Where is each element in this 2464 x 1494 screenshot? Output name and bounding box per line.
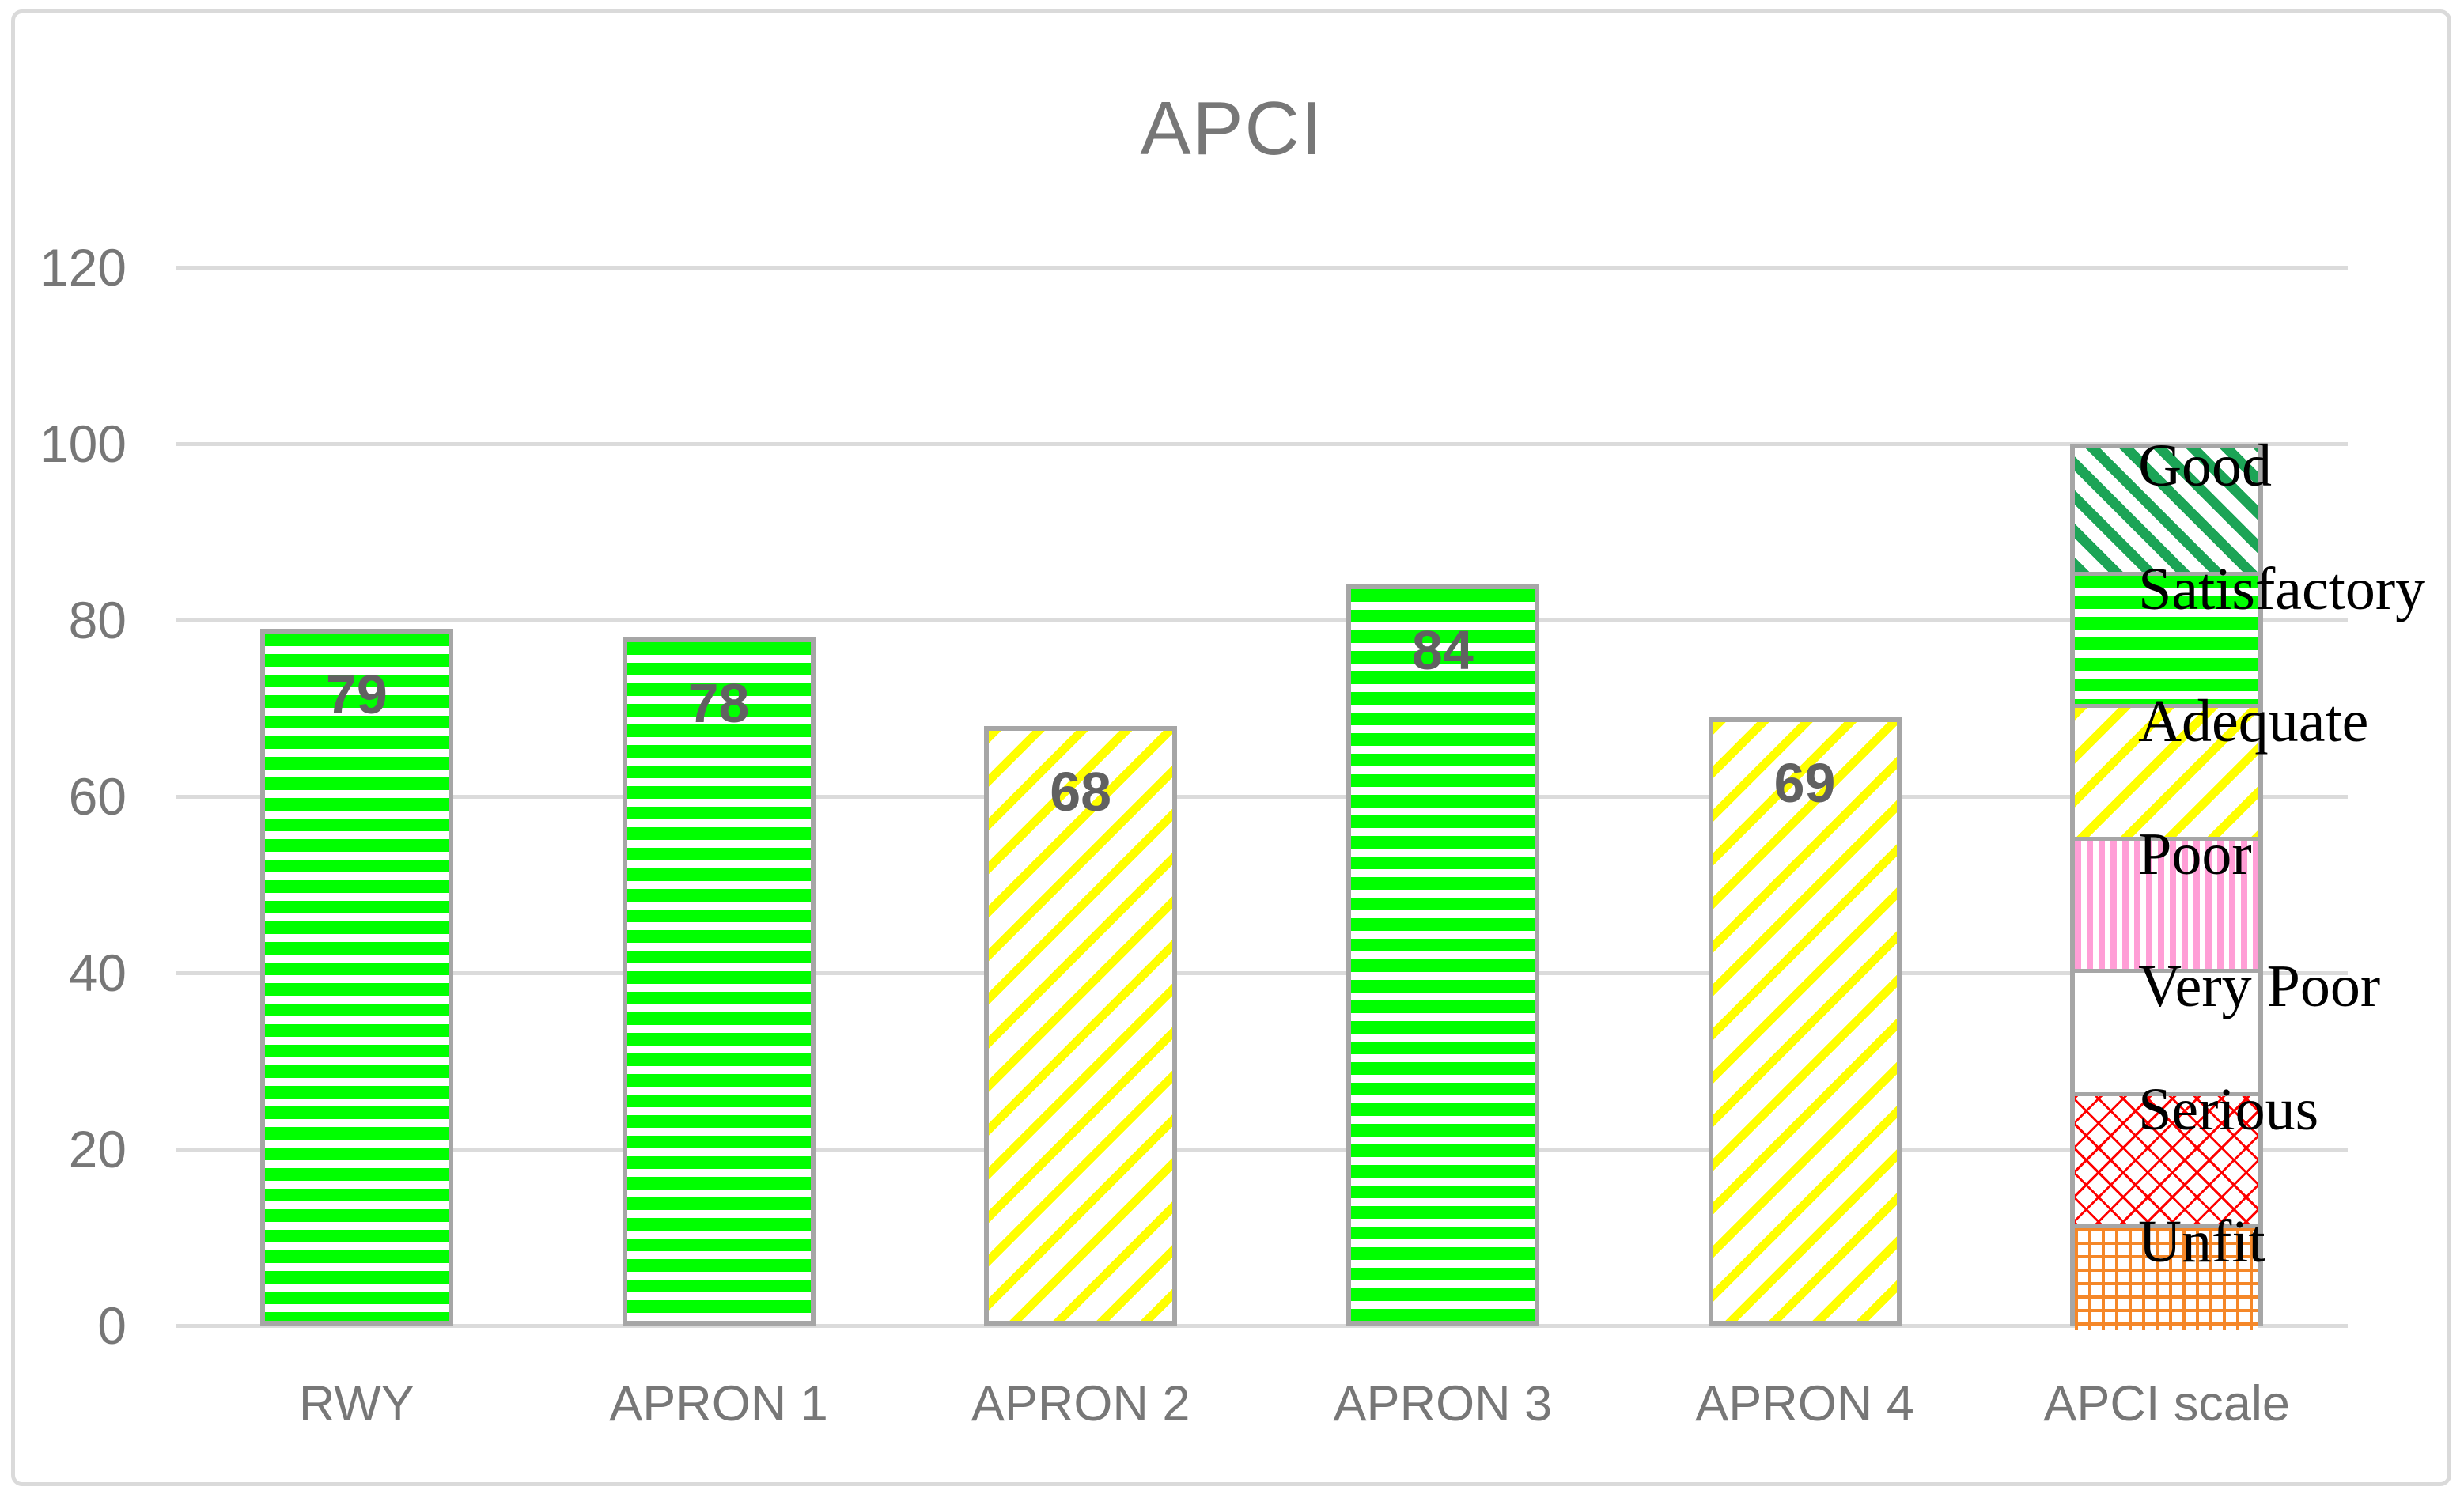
gridline-120: [176, 266, 2348, 270]
bar-apron-3: [1346, 584, 1539, 1326]
chart-title: APCI: [1140, 86, 1324, 171]
y-axis-tick-label: 100: [39, 414, 127, 473]
bar-value-label: 69: [1773, 751, 1836, 814]
x-axis-category-label: APRON 2: [971, 1376, 1190, 1432]
scale-segment-good: [2075, 448, 2259, 573]
scale-segment-label: Unfit: [2138, 1208, 2265, 1276]
chart-frame: [11, 9, 2451, 1486]
scale-segment-poor: [2075, 836, 2259, 969]
bar-value-label: 84: [1411, 619, 1474, 682]
scale-segment-label: Adequate: [2138, 688, 2369, 755]
x-axis-category-label: RWY: [298, 1376, 414, 1432]
gridline-60: [176, 795, 2348, 799]
bar-value-label: 79: [325, 664, 388, 726]
scale-segment-satisfactory: [2075, 572, 2259, 705]
scale-segment-label: Very Poor: [2138, 952, 2381, 1019]
bar-apci-scale: [2070, 444, 2264, 1330]
scale-segment-label: Good: [2138, 433, 2273, 499]
scale-segment-label: Serious: [2138, 1076, 2319, 1143]
gridline-40: [176, 971, 2348, 975]
y-axis-tick-label: 80: [68, 591, 127, 649]
y-axis-tick-label: 0: [97, 1296, 127, 1355]
scale-segment-adequate: [2075, 704, 2259, 837]
bar-apron-4: [1708, 717, 1902, 1326]
y-axis-tick-label: 60: [68, 767, 127, 826]
scale-segment-serious: [2075, 1091, 2259, 1225]
x-axis-category-label: APRON 1: [609, 1376, 828, 1432]
y-axis-tick-label: 120: [39, 238, 127, 297]
scale-segment-unfit: [2075, 1224, 2259, 1330]
x-axis-category-label: APRON 3: [1333, 1376, 1553, 1432]
scale-segment-label: Poor: [2138, 820, 2252, 887]
gridline-100: [176, 442, 2348, 446]
scale-segment-very-poor: [2075, 968, 2259, 1092]
bar-apron-2: [984, 725, 1178, 1326]
bar-apron-1: [622, 637, 816, 1326]
scale-segment-label: Satisfactory: [2138, 556, 2426, 623]
gridline-20: [176, 1148, 2348, 1152]
bar-value-label: 68: [1050, 760, 1112, 823]
bar-value-label: 78: [687, 672, 750, 735]
gridline-80: [176, 618, 2348, 622]
y-axis-tick-label: 20: [68, 1120, 127, 1178]
x-axis-category-label: APRON 4: [1695, 1376, 1914, 1432]
bar-rwy: [259, 629, 453, 1326]
y-axis-tick-label: 40: [68, 944, 127, 1002]
gridline-0: [176, 1324, 2348, 1328]
x-axis-category-label: APCI scale: [2043, 1376, 2290, 1432]
